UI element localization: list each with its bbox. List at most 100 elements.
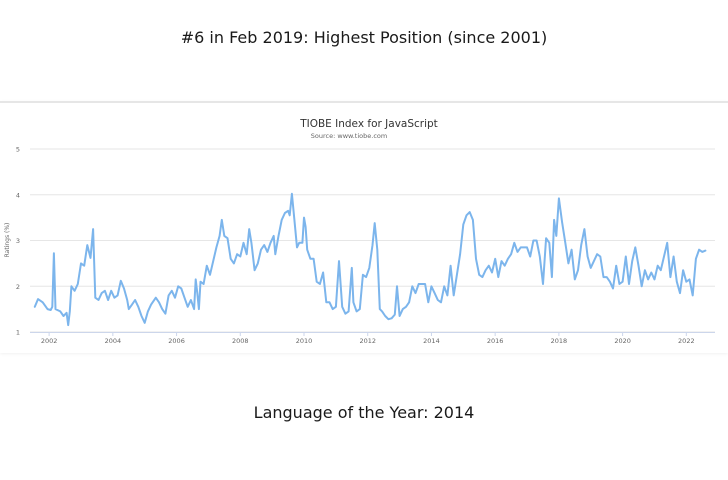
data-point[interactable] — [681, 268, 685, 272]
data-point[interactable] — [85, 243, 89, 247]
data-point[interactable] — [157, 300, 161, 304]
data-point[interactable] — [439, 300, 443, 304]
data-point[interactable] — [586, 255, 590, 259]
data-point[interactable] — [653, 277, 657, 281]
data-point[interactable] — [458, 252, 462, 256]
data-point[interactable] — [633, 245, 637, 249]
data-point[interactable] — [598, 255, 602, 259]
data-point[interactable] — [222, 234, 226, 238]
data-point[interactable] — [33, 305, 37, 309]
data-point[interactable] — [286, 209, 290, 213]
data-point[interactable] — [195, 291, 199, 295]
data-point[interactable] — [214, 245, 218, 249]
data-point[interactable] — [493, 257, 497, 261]
data-point[interactable] — [560, 220, 564, 224]
data-point[interactable] — [659, 268, 663, 272]
data-point[interactable] — [573, 277, 577, 281]
data-point[interactable] — [68, 309, 72, 313]
data-point[interactable] — [127, 307, 131, 311]
data-point[interactable] — [143, 321, 147, 325]
data-point[interactable] — [119, 279, 123, 283]
data-point[interactable] — [91, 227, 95, 231]
data-point[interactable] — [112, 296, 116, 300]
data-point[interactable] — [390, 316, 394, 320]
data-point[interactable] — [220, 218, 224, 222]
data-point[interactable] — [468, 210, 472, 214]
data-point[interactable] — [205, 264, 209, 268]
data-point[interactable] — [477, 273, 481, 277]
data-point[interactable] — [340, 305, 344, 309]
data-point[interactable] — [570, 248, 574, 252]
data-point[interactable] — [89, 256, 93, 260]
data-point[interactable] — [455, 273, 459, 277]
data-point[interactable] — [312, 257, 316, 261]
data-point[interactable] — [351, 300, 355, 304]
data-point[interactable] — [500, 259, 504, 263]
data-point[interactable] — [183, 296, 187, 300]
data-point[interactable] — [474, 257, 478, 261]
data-point[interactable] — [41, 300, 45, 304]
data-point[interactable] — [452, 293, 456, 297]
data-point[interactable] — [173, 296, 177, 300]
data-point[interactable] — [621, 280, 625, 284]
data-point[interactable] — [401, 307, 405, 311]
data-point[interactable] — [665, 241, 669, 245]
data-point[interactable] — [484, 268, 488, 272]
data-point[interactable] — [130, 303, 134, 307]
data-point[interactable] — [52, 251, 56, 255]
data-point[interactable] — [395, 284, 399, 288]
data-point[interactable] — [364, 275, 368, 279]
data-point[interactable] — [238, 255, 242, 259]
data-point[interactable] — [589, 266, 593, 270]
data-point[interactable] — [242, 241, 246, 245]
data-point[interactable] — [133, 298, 137, 302]
data-point[interactable] — [280, 218, 284, 222]
data-point[interactable] — [371, 243, 375, 247]
data-point[interactable] — [361, 273, 365, 277]
data-point[interactable] — [694, 257, 698, 261]
data-point[interactable] — [253, 268, 257, 272]
data-point[interactable] — [160, 307, 164, 311]
data-point[interactable] — [262, 243, 266, 247]
data-point[interactable] — [668, 275, 672, 279]
data-point[interactable] — [509, 252, 513, 256]
data-point[interactable] — [125, 298, 129, 302]
data-point[interactable] — [637, 264, 641, 268]
data-point[interactable] — [304, 225, 308, 229]
data-point[interactable] — [79, 261, 83, 265]
data-point[interactable] — [82, 264, 86, 268]
data-point[interactable] — [273, 252, 277, 256]
data-point[interactable] — [614, 264, 618, 268]
data-point[interactable] — [116, 293, 120, 297]
data-point[interactable] — [331, 307, 335, 311]
data-point[interactable] — [109, 289, 113, 293]
data-point[interactable] — [337, 259, 341, 263]
data-point[interactable] — [506, 257, 510, 261]
data-point[interactable] — [259, 248, 263, 252]
data-point[interactable] — [662, 255, 666, 259]
data-point[interactable] — [292, 218, 296, 222]
data-point[interactable] — [73, 289, 77, 293]
data-point[interactable] — [93, 296, 97, 300]
data-point[interactable] — [103, 289, 107, 293]
data-point[interactable] — [383, 314, 387, 318]
data-point[interactable] — [646, 277, 650, 281]
data-point[interactable] — [140, 314, 144, 318]
data-point[interactable] — [58, 309, 62, 313]
data-point[interactable] — [186, 305, 190, 309]
data-point[interactable] — [442, 284, 446, 288]
data-point[interactable] — [393, 313, 397, 317]
data-point[interactable] — [247, 227, 251, 231]
data-point[interactable] — [544, 236, 548, 240]
data-point[interactable] — [627, 282, 631, 286]
data-point[interactable] — [433, 291, 437, 295]
data-point[interactable] — [449, 264, 453, 268]
data-point[interactable] — [640, 284, 644, 288]
data-point[interactable] — [496, 275, 500, 279]
data-point[interactable] — [249, 241, 253, 245]
data-point[interactable] — [179, 287, 183, 291]
data-point[interactable] — [550, 275, 554, 279]
data-point[interactable] — [624, 255, 628, 259]
data-point[interactable] — [300, 241, 304, 245]
data-point[interactable] — [167, 293, 171, 297]
